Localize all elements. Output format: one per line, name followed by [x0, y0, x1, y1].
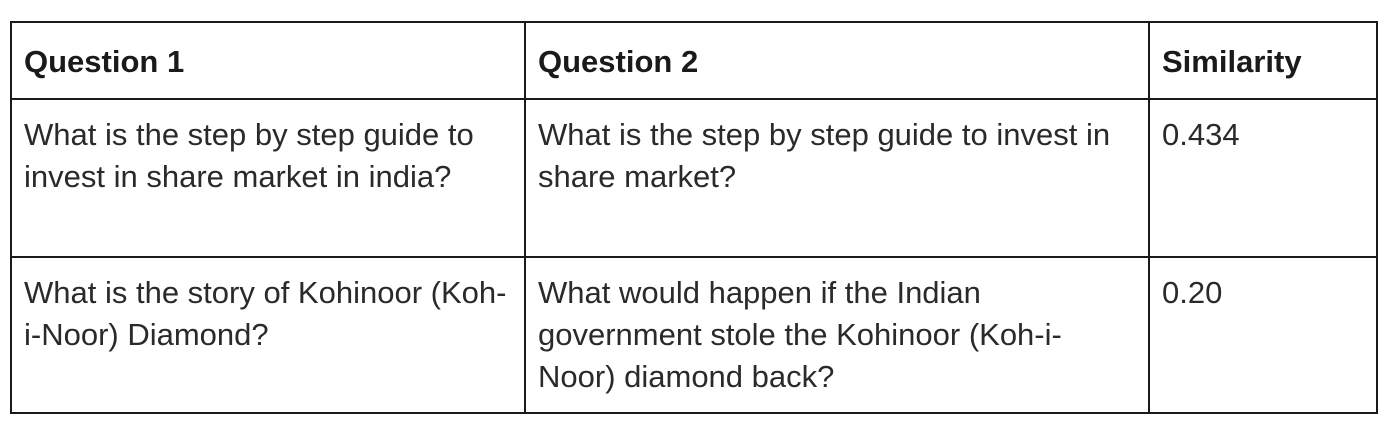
cell-question-1: What is the step by step guide to invest…: [10, 98, 526, 258]
cell-question-1: What is the story of Kohinoor (Koh-i-Noo…: [10, 256, 526, 414]
cell-question-2: What would happen if the Indian governme…: [524, 256, 1150, 414]
cell-similarity: 0.20: [1148, 256, 1378, 414]
header-similarity: Similarity: [1148, 21, 1378, 100]
table-row: What is the step by step guide to invest…: [10, 98, 1378, 258]
table-row: What is the story of Kohinoor (Koh-i-Noo…: [10, 256, 1378, 414]
cell-question-2: What is the step by step guide to invest…: [524, 98, 1150, 258]
question-similarity-table-container: Question 1 Question 2 Similarity What is…: [10, 21, 1378, 414]
header-question-2: Question 2: [524, 21, 1150, 100]
header-question-1: Question 1: [10, 21, 526, 100]
cell-similarity: 0.434: [1148, 98, 1378, 258]
table-header-row: Question 1 Question 2 Similarity: [10, 21, 1378, 100]
question-similarity-table: Question 1 Question 2 Similarity What is…: [10, 21, 1378, 414]
